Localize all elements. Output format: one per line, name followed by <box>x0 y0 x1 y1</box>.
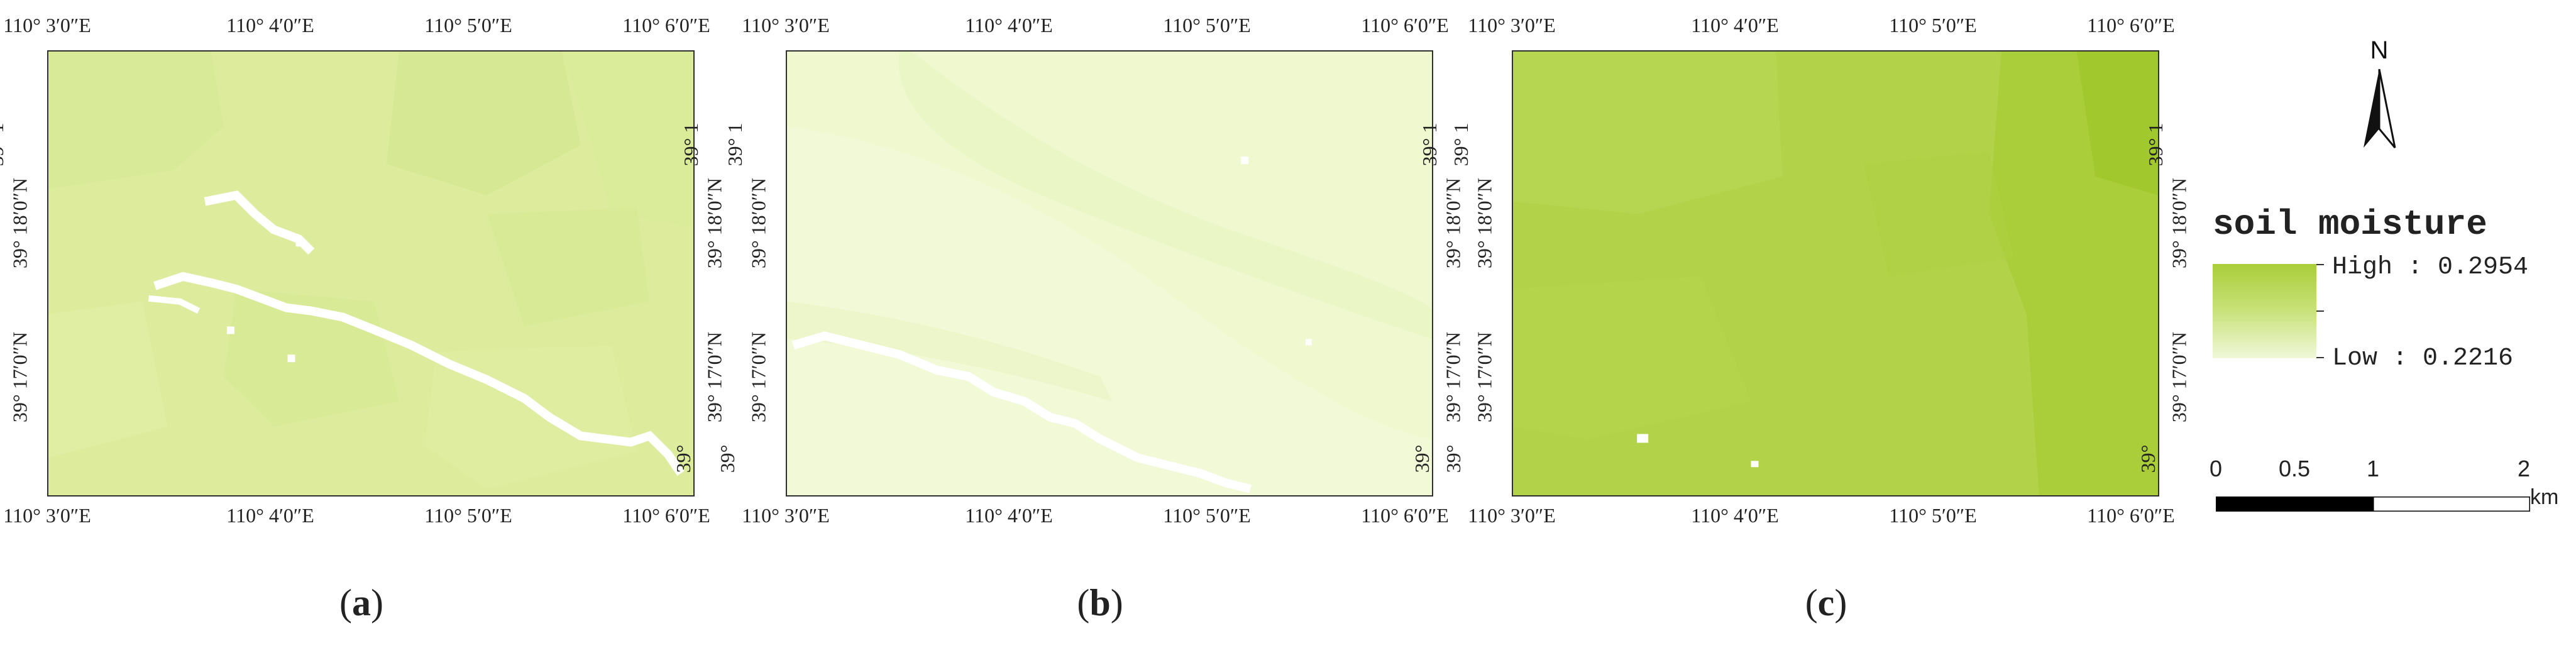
map-raster-a <box>48 52 693 495</box>
x-tick-top: 110° 3′0″E <box>1468 14 1556 36</box>
y-tick-right: 39° 1 <box>2144 123 2167 167</box>
scale-label: 0.5 <box>2278 456 2311 481</box>
y-tick-left: 39° 17′0″N <box>8 331 31 423</box>
x-tick-top: 110° 3′0″E <box>3 14 91 36</box>
legend-title: soil moisture <box>2213 204 2487 244</box>
y-tick-right: 39° 18′0″N <box>2167 177 2191 269</box>
x-tick-bottom: 110° 6′0″E <box>622 504 710 527</box>
map-frame-b <box>786 50 1433 497</box>
x-tick-bottom: 110° 5′0″E <box>1889 504 1977 527</box>
legend-ticks <box>2316 264 2329 358</box>
x-tick-top: 110° 6′0″E <box>622 14 710 36</box>
y-tick-right: 39° <box>1410 444 1433 473</box>
x-tick-top: 110° 5′0″E <box>424 14 512 36</box>
x-tick-bottom: 110° 3′0″E <box>1468 504 1556 527</box>
y-tick-right: 39° 1 <box>679 123 702 167</box>
north-arrow-icon: N <box>2364 36 2396 148</box>
y-tick-left: 39° 18′0″N <box>8 177 31 269</box>
x-tick-bottom: 110° 6′0″E <box>2087 504 2175 527</box>
y-tick-right: 39° 17′0″N <box>2167 331 2191 423</box>
x-tick-bottom: 110° 4′0″E <box>226 504 314 527</box>
map-panel-c: 110° 3′0″E 110° 4′0″E 110° 5′0″E 110° 6′… <box>1442 0 2191 653</box>
scale-bar <box>2216 497 2530 512</box>
x-tick-top: 110° 4′0″E <box>1691 14 1779 36</box>
map-panel-b: 110° 3′0″E 110° 4′0″E 110° 5′0″E 110° 6′… <box>716 0 1465 653</box>
x-tick-top: 110° 4′0″E <box>226 14 314 36</box>
x-tick-bottom: 110° 3′0″E <box>742 504 830 527</box>
map-frame-c <box>1512 50 2159 497</box>
legend-high-label: High : 0.2954 <box>2332 253 2529 282</box>
x-tick-bottom: 110° 4′0″E <box>965 504 1053 527</box>
x-tick-bottom: 110° 6′0″E <box>1361 504 1449 527</box>
map-frame-a <box>47 50 695 497</box>
north-label: N <box>2370 36 2389 64</box>
y-tick-right: 39° <box>671 444 695 473</box>
panel-caption-a: (a) <box>339 582 383 623</box>
x-tick-top: 110° 3′0″E <box>742 14 830 36</box>
y-tick-left: 39° 17′0″N <box>1473 331 1496 423</box>
y-tick-left: 39° 1 <box>0 123 8 167</box>
x-tick-bottom: 110° 5′0″E <box>424 504 512 527</box>
y-tick-right: 39° 18′0″N <box>703 177 726 269</box>
panel-caption-b: (b) <box>1077 582 1123 623</box>
x-tick-bottom: 110° 5′0″E <box>1163 504 1251 527</box>
x-tick-top: 110° 6′0″E <box>2087 14 2175 36</box>
y-tick-right: 39° 17′0″N <box>1441 331 1465 423</box>
legend-color-ramp <box>2213 264 2316 358</box>
x-tick-bottom: 110° 4′0″E <box>1691 504 1779 527</box>
y-tick-right: 39° 18′0″N <box>1441 177 1465 269</box>
scale-label: 0 <box>2209 456 2223 481</box>
y-tick-left: 39° 17′0″N <box>747 331 770 423</box>
y-tick-left: 39° 1 <box>723 123 746 167</box>
x-tick-top: 110° 5′0″E <box>1889 14 1977 36</box>
map-legend: N soil moisture High : 0.2954 Low : 0.22… <box>2200 0 2576 653</box>
map-raster-c <box>1513 52 2158 495</box>
y-tick-left: 39° <box>715 444 739 473</box>
y-tick-left: 39° <box>0 445 1 473</box>
y-tick-left: 39° <box>1441 444 1465 473</box>
map-panel-a: 110° 3′0″E 110° 4′0″E 110° 5′0″E 110° 6′… <box>0 0 726 653</box>
map-raster-b <box>787 52 1432 495</box>
y-tick-left: 39° 18′0″N <box>1473 177 1496 269</box>
y-tick-right: 39° 17′0″N <box>703 331 726 423</box>
x-tick-top: 110° 4′0″E <box>965 14 1053 36</box>
scale-label: 1 <box>2366 456 2380 481</box>
scale-label: 2 <box>2517 456 2531 481</box>
y-tick-right: 39° <box>2136 444 2159 473</box>
y-tick-left: 39° 1 <box>1449 123 1472 167</box>
legend-low-label: Low : 0.2216 <box>2332 344 2514 373</box>
y-tick-right: 39° 1 <box>1417 123 1441 167</box>
y-tick-left: 39° 18′0″N <box>747 177 770 269</box>
scale-unit: km <box>2530 485 2559 509</box>
panel-caption-c: (c) <box>1805 582 1847 623</box>
x-tick-bottom: 110° 3′0″E <box>3 504 91 527</box>
x-tick-top: 110° 5′0″E <box>1163 14 1251 36</box>
x-tick-top: 110° 6′0″E <box>1361 14 1449 36</box>
